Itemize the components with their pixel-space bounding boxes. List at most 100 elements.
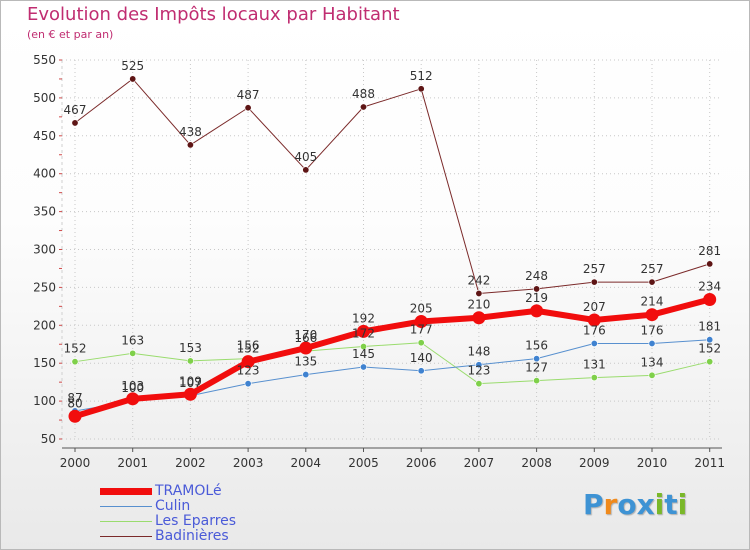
data-label: 140 bbox=[410, 351, 433, 365]
data-label: 123 bbox=[467, 364, 490, 378]
y-tick-label: 300 bbox=[33, 243, 56, 257]
legend-label: Culin bbox=[155, 498, 191, 514]
data-point bbox=[648, 278, 656, 286]
legend-swatch bbox=[100, 521, 152, 522]
data-label: 467 bbox=[64, 103, 87, 117]
series-line-badini-res bbox=[74, 78, 711, 294]
y-tick-label: 200 bbox=[33, 318, 56, 332]
data-point bbox=[417, 339, 425, 347]
data-label: 257 bbox=[641, 262, 664, 276]
data-label: 134 bbox=[641, 355, 664, 369]
legend-label: Badinières bbox=[155, 528, 229, 544]
x-tick-label: 2002 bbox=[175, 456, 206, 470]
data-point bbox=[186, 357, 194, 365]
data-label: 257 bbox=[583, 262, 606, 276]
x-tick-label: 2010 bbox=[637, 456, 668, 470]
data-point bbox=[645, 308, 659, 322]
data-point bbox=[126, 392, 140, 406]
data-label: 135 bbox=[294, 355, 317, 369]
data-point bbox=[533, 285, 541, 293]
logo-letter: P bbox=[583, 488, 604, 521]
logo-letter: i bbox=[677, 488, 688, 521]
data-label: 87 bbox=[67, 391, 82, 405]
data-point bbox=[417, 85, 425, 93]
chart-title: Evolution des Impôts locaux par Habitant bbox=[27, 4, 400, 25]
legend-item: TRAMOLé bbox=[100, 484, 300, 499]
data-label: 80 bbox=[67, 396, 82, 410]
series-line-les-eparres bbox=[74, 342, 711, 385]
data-label: 207 bbox=[583, 300, 606, 314]
data-point bbox=[590, 339, 598, 347]
data-label: 525 bbox=[121, 59, 144, 73]
data-point bbox=[71, 358, 79, 366]
logo-letter: o bbox=[617, 488, 637, 521]
data-label: 156 bbox=[237, 339, 260, 353]
data-label: 100 bbox=[121, 381, 144, 395]
data-point bbox=[186, 141, 194, 149]
data-point bbox=[706, 260, 714, 268]
x-tick-label: 2008 bbox=[521, 456, 552, 470]
data-label: 170 bbox=[294, 328, 317, 342]
data-label: 405 bbox=[294, 150, 317, 164]
x-tick-label: 2009 bbox=[579, 456, 610, 470]
data-label: 181 bbox=[698, 320, 721, 334]
data-point bbox=[475, 289, 483, 297]
legend-item: Culin bbox=[100, 499, 300, 514]
data-point bbox=[475, 380, 483, 388]
series-line-tramol- bbox=[72, 296, 713, 420]
logo-letter: i bbox=[654, 488, 665, 521]
data-label: 176 bbox=[583, 323, 606, 337]
data-label: 192 bbox=[352, 311, 375, 325]
data-point bbox=[302, 371, 310, 379]
data-label: 163 bbox=[121, 333, 144, 347]
logo-letter: r bbox=[603, 488, 618, 521]
y-tick-label: 250 bbox=[33, 280, 56, 294]
data-label: 152 bbox=[698, 342, 721, 356]
data-point bbox=[533, 377, 541, 385]
data-point bbox=[530, 304, 544, 318]
data-point bbox=[244, 104, 252, 112]
data-label: 152 bbox=[237, 342, 260, 356]
data-label: 145 bbox=[352, 347, 375, 361]
data-label: 176 bbox=[641, 323, 664, 337]
data-point bbox=[299, 341, 313, 355]
data-point bbox=[590, 278, 598, 286]
data-label: 248 bbox=[525, 269, 548, 283]
data-label: 127 bbox=[525, 361, 548, 375]
data-label: 205 bbox=[410, 302, 433, 316]
data-label: 153 bbox=[179, 341, 202, 355]
data-label: 487 bbox=[237, 88, 260, 102]
data-label: 242 bbox=[467, 273, 490, 287]
data-point bbox=[533, 355, 541, 363]
x-tick-label: 2004 bbox=[291, 456, 322, 470]
data-label: 103 bbox=[121, 379, 144, 393]
data-point bbox=[359, 103, 367, 111]
y-tick-label: 450 bbox=[33, 129, 56, 143]
data-point bbox=[357, 324, 370, 338]
logo-letter: x bbox=[636, 488, 655, 521]
proxiti-logo: Proxiti bbox=[583, 488, 687, 521]
data-point bbox=[241, 355, 255, 369]
y-tick-label: 500 bbox=[33, 91, 56, 105]
data-label: 281 bbox=[698, 244, 721, 258]
x-tick-label: 2003 bbox=[233, 456, 264, 470]
y-tick-label: 350 bbox=[33, 205, 56, 219]
data-point bbox=[590, 374, 598, 382]
series-line-culin bbox=[74, 339, 711, 412]
data-label: 177 bbox=[410, 323, 433, 337]
legend-label: Les Eparres bbox=[155, 513, 237, 529]
x-tick-label: 2005 bbox=[348, 456, 379, 470]
data-label: 107 bbox=[179, 376, 202, 390]
data-point bbox=[414, 315, 428, 329]
y-tick-label: 400 bbox=[33, 167, 56, 181]
data-label: 438 bbox=[179, 125, 202, 139]
data-point bbox=[648, 371, 656, 379]
data-point bbox=[472, 311, 486, 325]
x-tick-label: 2006 bbox=[406, 456, 437, 470]
data-point bbox=[129, 75, 137, 83]
data-point bbox=[587, 313, 601, 327]
legend-item: Badinières bbox=[100, 529, 300, 544]
y-tick-label: 550 bbox=[33, 53, 56, 67]
